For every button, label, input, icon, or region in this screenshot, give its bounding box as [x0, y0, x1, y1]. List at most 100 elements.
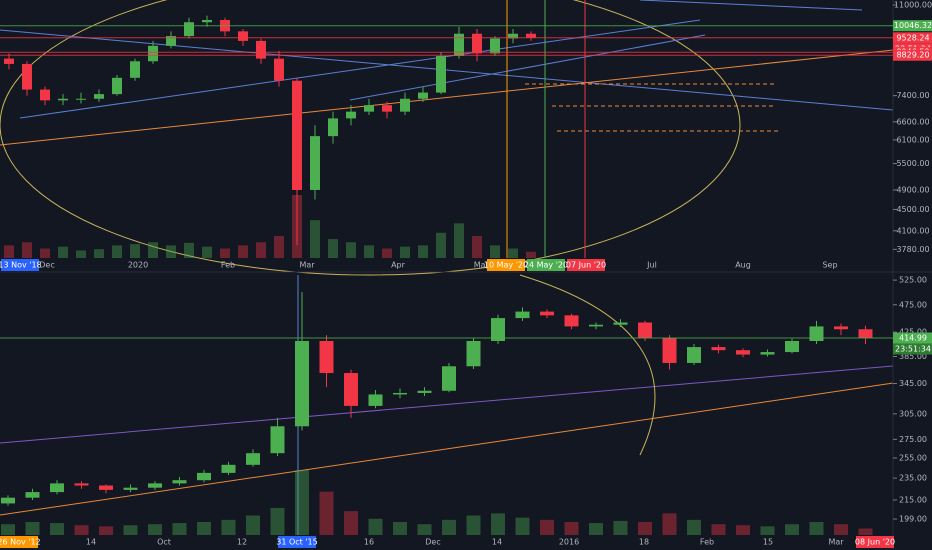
- candle-body: [490, 38, 500, 54]
- candle-body: [112, 77, 122, 95]
- volume-bar: [858, 528, 873, 535]
- volume-bar: [491, 513, 505, 535]
- candle-body: [246, 453, 260, 465]
- price-tag-label: 9528.24: [896, 33, 929, 42]
- candle-body: [687, 347, 701, 363]
- y-tick-label: 6600.00: [896, 117, 929, 126]
- volume-bar: [238, 245, 248, 258]
- candle-body: [25, 492, 40, 498]
- candle-body: [310, 136, 320, 190]
- candle-body: [540, 311, 554, 316]
- volume-bar: [638, 522, 652, 535]
- volume-bar: [172, 523, 187, 535]
- y-tick-label: 4100.00: [896, 226, 929, 235]
- time-label: Dec: [425, 538, 440, 547]
- candle-body: [760, 352, 775, 355]
- candle-body: [221, 464, 236, 473]
- volume-bar: [400, 246, 410, 258]
- volume-bar: [736, 525, 750, 535]
- price-tag-label: 23:51:34: [895, 345, 931, 354]
- trend-line: [0, 382, 894, 516]
- volume-bar: [442, 519, 456, 535]
- volume-bar: [436, 232, 446, 258]
- candle-body: [454, 33, 464, 56]
- volume-bar: [148, 242, 158, 258]
- candle-body: [436, 55, 446, 93]
- ellipse-drawing: [519, 274, 656, 456]
- time-label: 15: [763, 538, 773, 547]
- volume-bar: [613, 520, 628, 535]
- volume-bar: [25, 522, 40, 535]
- time-marker-box: [856, 536, 894, 548]
- candle-body: [613, 322, 628, 325]
- time-label: May: [474, 261, 491, 270]
- candle-body: [319, 340, 334, 374]
- time-label: Oct: [157, 538, 171, 547]
- time-label: Mar: [299, 261, 315, 270]
- time-label: 14: [492, 538, 502, 547]
- candle-body: [292, 80, 302, 190]
- time-label: Jul: [646, 261, 657, 270]
- time-label: 31 Oct '15: [276, 538, 317, 547]
- y-tick-label: 255.00: [899, 453, 927, 462]
- candle-body: [346, 111, 356, 119]
- volume-bar: [50, 523, 64, 535]
- candle-body: [166, 36, 176, 46]
- y-tick-label: 3780.00: [896, 245, 929, 254]
- time-label: 2020: [128, 261, 148, 270]
- time-marker-box: [1, 259, 39, 271]
- volume-bar: [22, 242, 32, 258]
- time-label: 16: [364, 538, 374, 547]
- y-tick-label: 215.00: [899, 495, 927, 504]
- candle-body: [58, 98, 68, 101]
- candle-body: [50, 483, 64, 493]
- candle-body: [417, 390, 432, 393]
- candle-body: [1, 497, 15, 504]
- volume-bar: [454, 223, 464, 258]
- time-marker-box: [527, 259, 565, 271]
- volume-bar: [564, 522, 579, 535]
- candle-body: [197, 472, 211, 481]
- y-tick-label: 475.00: [899, 300, 927, 309]
- time-label: 07 Jun '20: [566, 261, 606, 270]
- trend-line: [0, 365, 894, 444]
- candle-body: [99, 485, 113, 490]
- price-tag-label: 414.99: [899, 334, 927, 343]
- candle-body: [123, 487, 138, 490]
- price-tag: [893, 332, 932, 344]
- volume-bar: [58, 246, 68, 258]
- trend-line: [19, 19, 701, 119]
- y-tick-label: 345.00: [899, 379, 927, 388]
- volume-bar: [834, 524, 848, 535]
- volume-bar: [40, 248, 50, 258]
- time-label: 12: [237, 538, 247, 547]
- candle-body: [202, 19, 212, 23]
- time-marker-box: [487, 259, 525, 271]
- volume-bar: [417, 524, 432, 535]
- volume-bar: [418, 245, 428, 258]
- price-tag: [893, 343, 932, 355]
- candle-body: [491, 318, 505, 341]
- volume-bar: [246, 515, 260, 535]
- time-label: Dec: [39, 261, 54, 270]
- candle-body: [22, 63, 32, 90]
- price-tag: [893, 49, 932, 61]
- volume-bar: [466, 515, 481, 535]
- candle-body: [736, 350, 750, 355]
- y-tick-label: 11000.00: [894, 0, 932, 9]
- candle-body: [834, 326, 848, 330]
- candle-body: [172, 480, 187, 484]
- candle-body: [515, 311, 530, 319]
- candle-body: [295, 340, 309, 427]
- volume-bar: [368, 518, 383, 535]
- volume-bar: [589, 523, 603, 535]
- time-label: 13 Nov '18: [0, 261, 42, 270]
- volume-bar: [295, 470, 309, 535]
- y-tick-label: 525.00: [899, 276, 927, 285]
- volume-bar: [344, 511, 358, 535]
- candle-body: [526, 33, 536, 38]
- candle-body: [184, 22, 194, 37]
- volume-bar: [310, 220, 320, 258]
- candle-body: [74, 483, 89, 486]
